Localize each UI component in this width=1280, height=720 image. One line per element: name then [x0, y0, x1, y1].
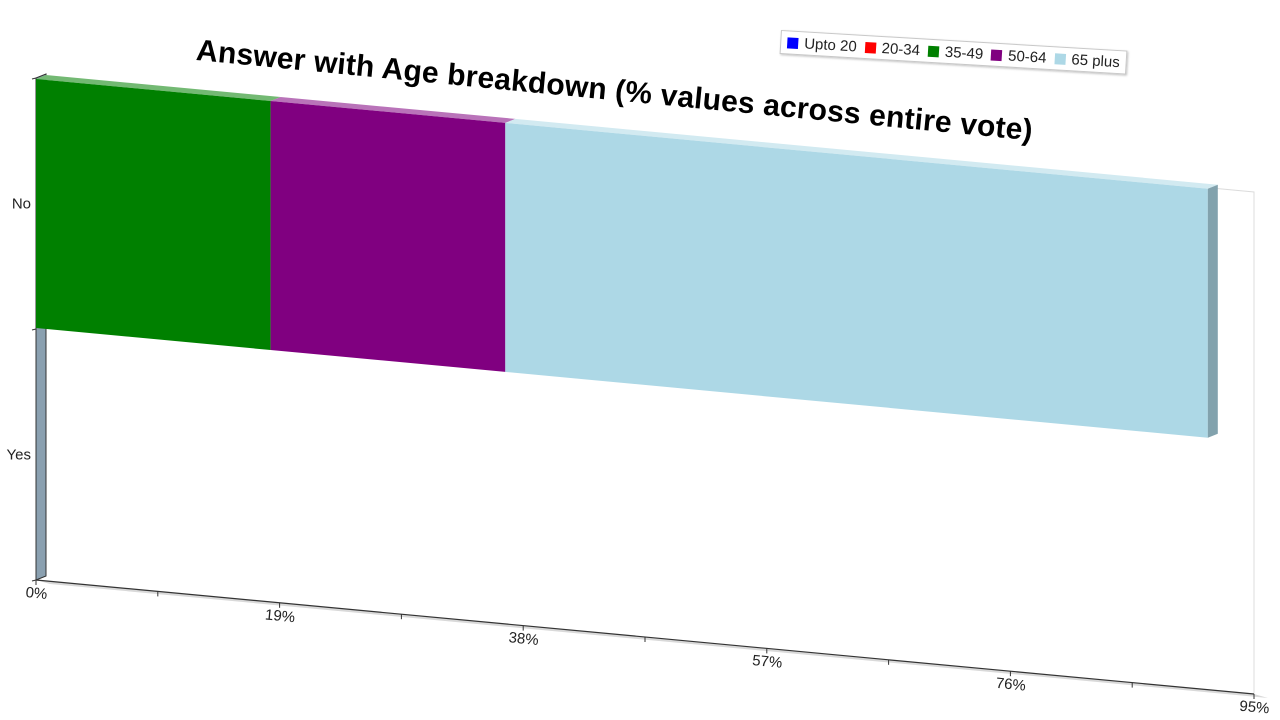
bar-no-35-49 [36, 79, 271, 350]
y-tick [31, 77, 37, 80]
bar-no-50-64 [270, 101, 506, 372]
x-tick-label: 76% [995, 675, 1026, 695]
bar-top-50-64 [270, 97, 516, 123]
legend-swatch [786, 36, 799, 49]
legend-label: 65 plus [1070, 50, 1121, 71]
legend-swatch [1054, 52, 1066, 65]
legend-label: 50-64 [1007, 47, 1047, 67]
x-tick-label: 95% [1239, 698, 1270, 718]
legend-item: 65 plus [1054, 50, 1120, 71]
legend-item: 20-34 [864, 39, 920, 59]
legend-label: Upto 20 [803, 34, 858, 56]
legend-swatch [990, 49, 1003, 61]
x-tick-label: 57% [751, 652, 782, 672]
legend-item: Upto 20 [786, 34, 858, 56]
x-axis-floor [36, 580, 1268, 698]
legend-label: 20-34 [881, 39, 921, 59]
bar-top-35-49 [36, 75, 281, 101]
x-tick-label: 19% [264, 606, 295, 626]
x-tick-label: 38% [508, 629, 539, 649]
bar-no-65-plus [505, 122, 1208, 438]
legend-item: 50-64 [990, 46, 1047, 67]
bar-side-no [1207, 184, 1218, 438]
x-tick-label: 0% [25, 584, 48, 603]
legend-label: 35-49 [944, 43, 984, 63]
y-tick [31, 579, 37, 582]
bar-top-65-plus [505, 118, 1218, 189]
legend-item: 35-49 [927, 42, 984, 63]
legend-swatch [927, 45, 940, 57]
y-tick-label: No [12, 196, 31, 213]
y-tick [31, 328, 37, 331]
y-tick-label: Yes [7, 447, 31, 464]
legend-swatch [864, 41, 876, 54]
